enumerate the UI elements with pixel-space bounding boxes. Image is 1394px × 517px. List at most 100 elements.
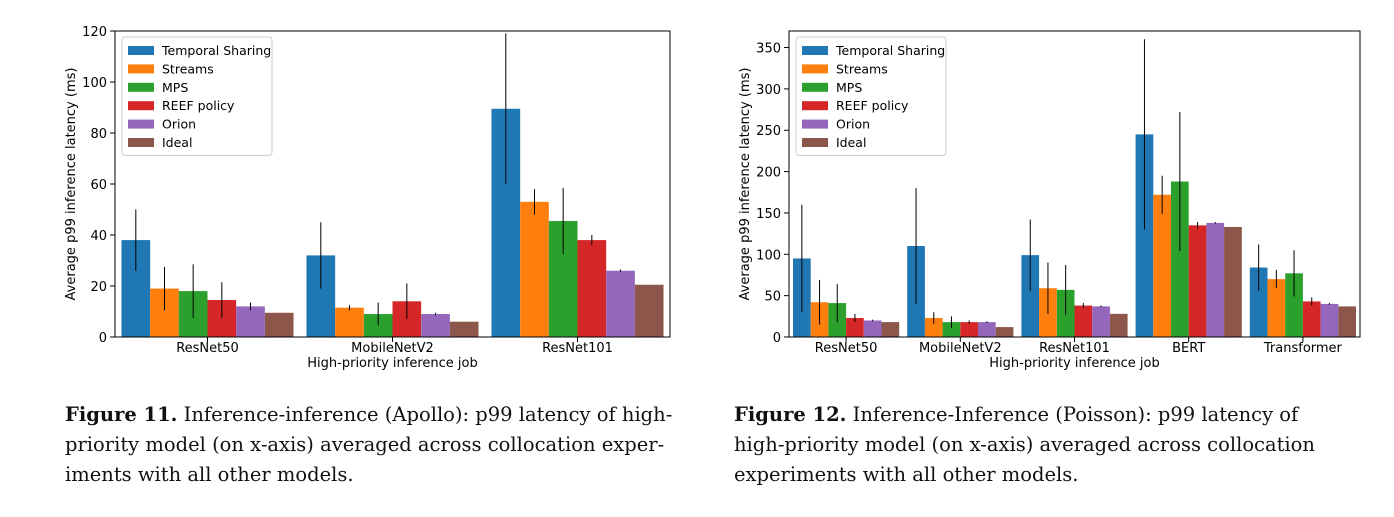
bar-orion-resnet50 [863,320,882,337]
x-tick-label-resnet50: ResNet50 [176,341,239,356]
x-tick-label-resnet101: ResNet101 [542,341,613,356]
bar-ideal-mobilenetv2 [449,321,479,337]
figure-12-caption: Figure 12. Inference-Inference (Poisson)… [734,400,1346,490]
y-tick-label: 120 [82,25,107,40]
y-tick-label: 40 [90,229,107,244]
bar-mps-mobilenetv2 [942,322,961,337]
chart-11: 0 20 40 60 80 100 120 ResNet50 MobileNetV2 ResNet… [64,25,671,371]
y-tick-label: 0 [99,331,107,346]
bar-orion-bert [1206,222,1225,337]
y-tick-label: 0 [773,331,781,346]
y-tick-label: 200 [756,166,781,181]
bar-streams-resnet101 [520,201,549,337]
bar-orion-mobilenetv2 [978,322,996,337]
legend-label-orion: Orion [836,117,870,132]
bar-ideal-resnet50 [264,312,294,337]
x-axis-label: High-priority inference job [989,356,1159,371]
figure-12: 0 50 100 150 200 250 300 350 ResNet50 MobileNetV2… [697,0,1394,517]
legend-label-orion: Orion [162,117,196,132]
figure-11: 0 20 40 60 80 100 120 ResNet50 MobileNetV2 ResNet… [64,25,677,490]
legend-box [121,36,273,156]
bar-orion-resnet101 [606,270,635,337]
bar-temporal-sharing-transformer [1249,267,1268,337]
legend-swatch-orion [802,119,828,129]
y-tick-label: 350 [756,42,781,57]
bar-streams-mobilenetv2 [335,307,364,337]
caption-line-2: priority model (on x-axis) averaged acro… [65,433,665,456]
legend-swatch-reef-policy [128,101,154,111]
legend-swatch-ideal [128,138,154,147]
bar-orion-mobilenetv2 [421,314,450,337]
bar-ideal-bert [1224,227,1242,337]
figure-11-label: Figure 11. [65,403,178,426]
x-tick-label-bert: BERT [1172,341,1205,356]
legend-label-streams: Streams [162,61,214,76]
legend-label-reef-policy: REEF policy [162,98,235,113]
legend-label-temporal-sharing: Temporal Sharing [161,43,271,58]
x-tick-label-resnet50: ResNet50 [815,341,878,356]
x-tick-label-mobilenetv2: MobileNetV2 [351,341,434,356]
legend-label-temporal-sharing: Temporal Sharing [835,43,945,58]
legend-swatch-orion [128,119,154,129]
legend-label-ideal: Ideal [836,135,866,150]
bar-ideal-transformer [1338,306,1356,337]
y-tick-label: 100 [82,76,107,91]
bar-mps-bert [1171,181,1189,337]
bar-streams-transformer [1267,279,1286,337]
bar-orion-resnet101 [1092,306,1110,337]
legend-swatch-temporal-sharing [128,46,154,55]
bar-ideal-mobilenetv2 [995,327,1014,337]
bar-streams-bert [1153,194,1171,337]
legend-swatch-mps [128,82,154,92]
bar-temporal-sharing-bert [1135,134,1154,337]
legend-swatch-reef-policy [802,101,828,111]
y-tick-label: 300 [756,83,781,98]
bar-orion-resnet50 [236,306,265,337]
caption-line-1: Figure 11. Inference-inference (Apollo):… [65,400,677,430]
legend-label-mps: MPS [836,80,862,95]
bar-ideal-resnet101 [634,284,664,337]
chart-12: 0 50 100 150 200 250 300 350 ResNet50 MobileNetV2… [738,30,1361,371]
caption-line-3: experiments with all other models. [734,463,1079,486]
figure-11-caption: Figure 11. Inference-inference (Apollo):… [65,400,677,490]
y-tick-label: 20 [90,280,107,295]
figure-12-label: Figure 12. [734,403,847,426]
x-tick-label-resnet101: ResNet101 [1039,341,1110,356]
caption-line-3: iments with all other models. [65,463,354,486]
legend-label-mps: MPS [162,80,188,95]
y-tick-label: 150 [756,207,781,222]
caption-line-1-text: Inference-Inference (Poisson): p99 laten… [852,403,1299,426]
y-tick-label: 100 [756,248,781,263]
x-tick-label-mobilenetv2: MobileNetV2 [919,341,1002,356]
bar-reef-policy-resnet101 [1074,305,1093,337]
legend-swatch-ideal [802,138,828,147]
bar-reef-policy-bert [1188,225,1207,337]
legend-box [795,36,947,156]
caption-line-2: high-priority model (on x-axis) averaged… [734,433,1315,456]
y-axis-label: Average p99 inference latency (ms) [738,68,753,301]
bar-ideal-resnet101 [1109,313,1128,337]
x-tick-label-transformer: Transformer [1263,341,1343,356]
y-axis-label: Average p99 inference latency (ms) [64,68,79,301]
y-tick-label: 250 [756,124,781,139]
caption-line-1-text: Inference-inference (Apollo): p99 latenc… [183,403,673,426]
x-axis-label: High-priority inference job [307,356,477,371]
y-tick-label: 60 [90,178,107,193]
bar-ideal-resnet50 [881,322,900,337]
bar-temporal-sharing-resnet101 [1021,255,1040,337]
legend-swatch-streams [802,64,828,74]
bar-reef-policy-resnet101 [577,240,607,337]
y-tick-label: 50 [764,290,781,305]
bar-mps-mobilenetv2 [363,314,393,337]
bar-orion-transformer [1320,303,1339,337]
legend-swatch-temporal-sharing [802,46,828,55]
y-tick-label: 80 [90,127,107,142]
caption-line-1: Figure 12. Inference-Inference (Poisson)… [734,400,1346,430]
bar-reef-policy-resnet50 [846,317,864,337]
legend-label-reef-policy: REEF policy [836,98,909,113]
legend-swatch-mps [802,82,828,92]
bar-streams-mobilenetv2 [924,317,943,337]
legend-label-ideal: Ideal [162,135,192,150]
bar-reef-policy-transformer [1302,301,1321,337]
legend-swatch-streams [128,64,154,74]
